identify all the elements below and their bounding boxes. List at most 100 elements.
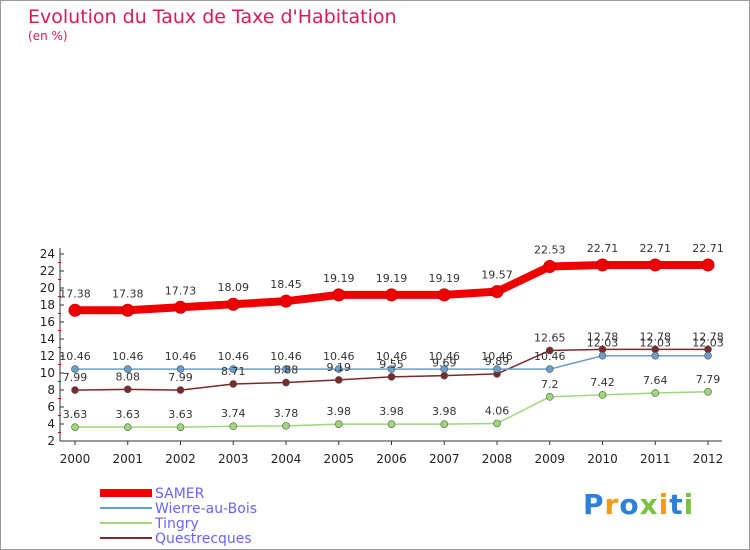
logo-letter: P bbox=[583, 488, 605, 521]
data-point bbox=[334, 376, 343, 384]
data-label: 10.46 bbox=[429, 350, 461, 363]
data-point bbox=[334, 420, 343, 428]
data-label: 10.46 bbox=[218, 350, 250, 363]
data-label: 17.38 bbox=[112, 287, 144, 300]
data-point bbox=[68, 303, 82, 317]
logo-letter: i bbox=[683, 488, 695, 521]
y-tick-label: 6 bbox=[47, 400, 55, 414]
data-label: 3.63 bbox=[168, 408, 193, 421]
data-label: 3.98 bbox=[432, 405, 457, 418]
data-point bbox=[598, 351, 607, 360]
data-label: 9.55 bbox=[379, 358, 404, 371]
logo-letter: r bbox=[604, 488, 620, 521]
legend-label-questrecques: Questrecques bbox=[155, 531, 252, 547]
data-label: 19.57 bbox=[481, 269, 513, 282]
data-point bbox=[387, 365, 396, 373]
data-point bbox=[543, 259, 557, 273]
data-point bbox=[440, 420, 449, 428]
x-tick-label: 2012 bbox=[693, 452, 724, 466]
data-point bbox=[174, 300, 187, 314]
x-tick-label: 2011 bbox=[640, 452, 671, 466]
data-label: 22.71 bbox=[587, 242, 619, 255]
data-point bbox=[229, 365, 238, 373]
data-point bbox=[545, 365, 554, 373]
data-point bbox=[437, 288, 451, 302]
data-point bbox=[598, 391, 607, 399]
data-label: 12.78 bbox=[640, 330, 672, 343]
x-tick-label: 2003 bbox=[218, 452, 249, 466]
y-tick-label: 12 bbox=[40, 349, 55, 363]
x-tick-label: 2004 bbox=[271, 452, 302, 466]
data-label: 12.65 bbox=[534, 331, 566, 344]
y-tick-label: 2 bbox=[47, 434, 55, 448]
data-point bbox=[490, 285, 504, 299]
data-label: 10.46 bbox=[481, 350, 513, 363]
data-point bbox=[229, 422, 238, 431]
data-label: 17.73 bbox=[165, 284, 197, 297]
data-point bbox=[387, 420, 396, 428]
data-label: 3.98 bbox=[327, 405, 352, 418]
data-label: 7.79 bbox=[696, 373, 721, 386]
data-point bbox=[704, 387, 712, 396]
legend-label-tingry: Tingry bbox=[154, 516, 199, 532]
data-label: 22.53 bbox=[534, 243, 566, 256]
data-point bbox=[229, 380, 238, 388]
data-label: 10.46 bbox=[323, 350, 355, 363]
y-tick-label: 24 bbox=[40, 247, 55, 261]
data-label: 12.03 bbox=[692, 337, 724, 350]
data-label: 17.38 bbox=[59, 287, 91, 300]
data-point bbox=[385, 288, 398, 302]
logo-letter: t bbox=[669, 488, 684, 521]
data-label: 8.88 bbox=[274, 364, 299, 377]
data-label: 10.46 bbox=[376, 350, 408, 363]
data-label: 12.03 bbox=[587, 337, 619, 350]
data-point bbox=[701, 258, 715, 272]
data-label: 19.19 bbox=[429, 272, 461, 285]
data-point bbox=[387, 373, 396, 381]
data-point bbox=[282, 378, 290, 387]
data-label: 3.78 bbox=[274, 407, 299, 420]
x-tick-label: 2006 bbox=[376, 452, 407, 466]
data-point bbox=[71, 386, 79, 394]
data-point bbox=[71, 423, 79, 431]
data-point bbox=[123, 385, 132, 394]
data-point bbox=[226, 297, 240, 311]
x-tick-label: 2009 bbox=[534, 452, 565, 466]
data-label: 7.99 bbox=[63, 371, 88, 384]
data-point bbox=[545, 392, 554, 401]
x-tick-label: 2008 bbox=[482, 452, 513, 466]
x-tick-label: 2001 bbox=[112, 452, 143, 466]
data-label: 9.69 bbox=[432, 357, 457, 370]
data-label: 3.98 bbox=[379, 405, 404, 418]
data-point bbox=[493, 419, 501, 428]
data-point bbox=[440, 371, 449, 380]
chart-title: Evolution du Taux de Taxe d'Habitation bbox=[28, 6, 397, 28]
data-label: 10.46 bbox=[112, 350, 144, 363]
data-label: 10.46 bbox=[270, 350, 302, 363]
logo-letter: o bbox=[619, 488, 640, 521]
data-point bbox=[648, 258, 662, 272]
x-tick-label: 2005 bbox=[323, 452, 354, 466]
data-label: 4.06 bbox=[485, 404, 510, 417]
y-tick-label: 10 bbox=[40, 366, 55, 380]
data-label: 12.03 bbox=[640, 337, 672, 350]
data-label: 8.71 bbox=[221, 365, 246, 378]
logo-letter: x bbox=[639, 488, 659, 521]
y-tick-label: 20 bbox=[40, 281, 55, 295]
data-point bbox=[334, 365, 343, 373]
data-label: 9.89 bbox=[485, 355, 510, 368]
data-point bbox=[279, 294, 293, 308]
proxiti-logo: Proxiti bbox=[583, 488, 694, 521]
data-point bbox=[440, 365, 449, 373]
data-point bbox=[493, 365, 501, 373]
data-label: 3.63 bbox=[63, 408, 88, 421]
y-tick-label: 4 bbox=[47, 417, 55, 431]
y-tick-label: 16 bbox=[40, 315, 55, 329]
data-label: 19.19 bbox=[323, 272, 355, 285]
data-point bbox=[121, 303, 135, 317]
legend-label-wierre-au-bois: Wierre-au-Bois bbox=[155, 501, 257, 517]
data-point bbox=[71, 365, 79, 373]
x-tick-label: 2007 bbox=[429, 452, 460, 466]
data-point bbox=[176, 423, 185, 431]
data-point bbox=[176, 386, 185, 394]
